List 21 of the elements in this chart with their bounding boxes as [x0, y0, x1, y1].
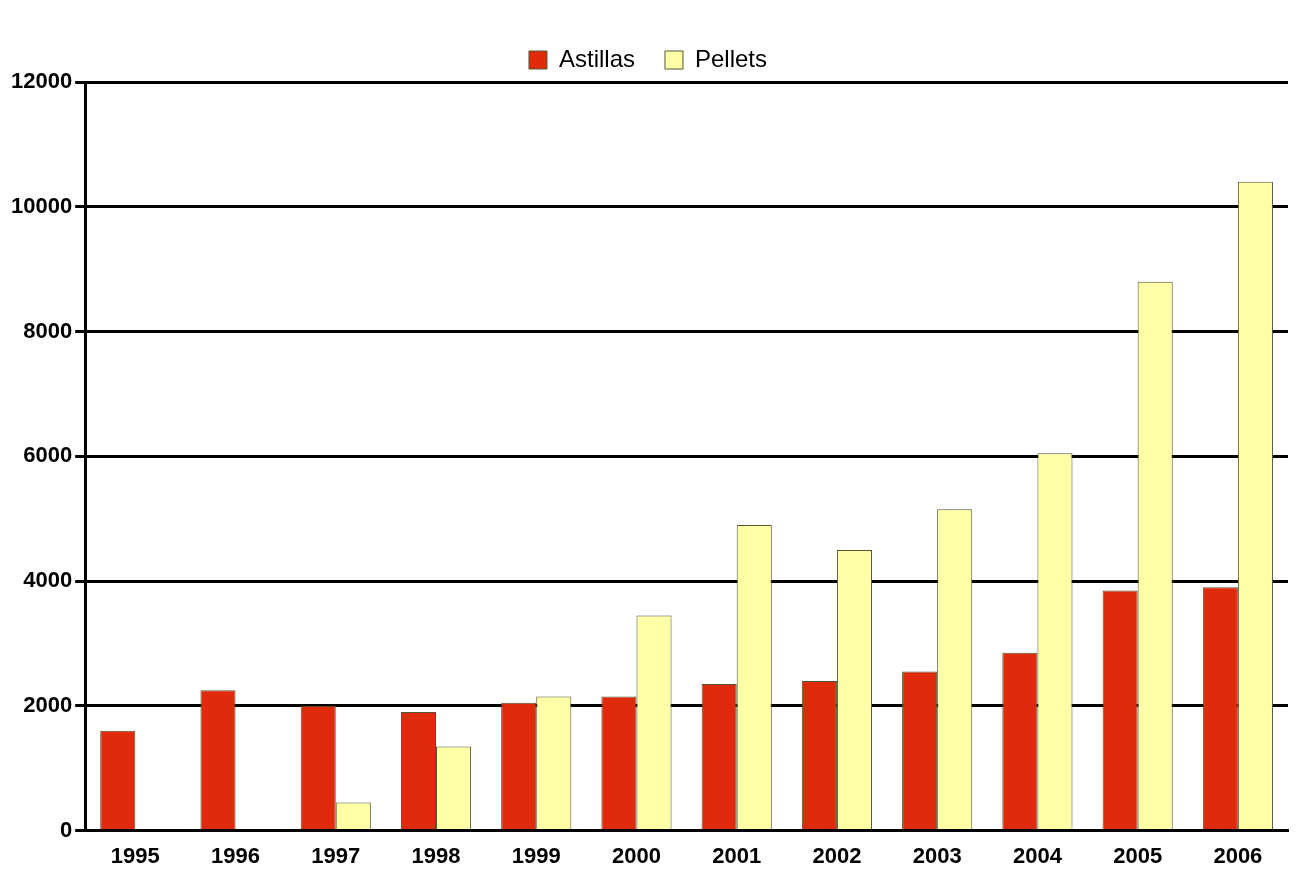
x-tick-label: 2002 — [812, 842, 862, 868]
y-tick-label: 12000 — [10, 68, 73, 94]
y-tick-label: 8000 — [23, 317, 73, 343]
y-tick-label: 0 — [59, 816, 73, 842]
x-tick-label: 2005 — [1113, 842, 1163, 868]
x-tick-label: 1996 — [211, 842, 261, 868]
x-tick-label: 2006 — [1213, 842, 1263, 868]
x-tick-label: 2000 — [611, 842, 661, 868]
legend-label: Astillas — [558, 44, 635, 72]
x-tick-label: 2001 — [712, 842, 762, 868]
x-tick-label: 1995 — [110, 842, 160, 868]
y-tick-label: 6000 — [23, 442, 73, 468]
x-tick-label: 1997 — [311, 842, 361, 868]
x-tick-label: 2004 — [1012, 842, 1063, 868]
y-tick-label: 2000 — [23, 691, 73, 717]
y-tick-label: 10000 — [10, 192, 73, 218]
legend-label: Pellets — [694, 44, 768, 72]
x-tick-label: 1999 — [511, 842, 561, 868]
x-tick-label: 2003 — [912, 842, 962, 868]
x-tick-label: 1998 — [411, 842, 461, 868]
y-tick-label: 4000 — [23, 567, 73, 593]
